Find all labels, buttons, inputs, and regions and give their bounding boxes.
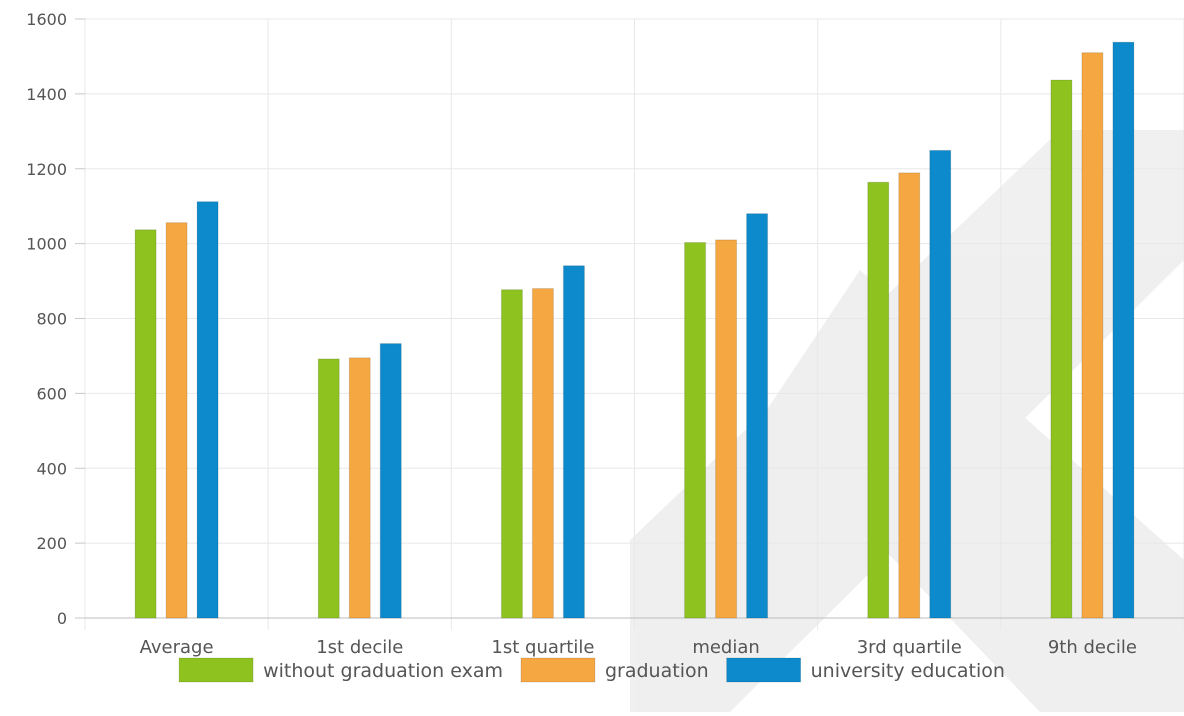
grid [84,18,1184,630]
y-tick-label: 1600 [26,10,67,29]
y-tick-label: 200 [36,534,67,553]
y-tick-label: 600 [36,384,67,403]
bar-3rd-quartile-1[interactable] [867,181,890,619]
bar-1st-quartile-2[interactable] [531,288,554,619]
bar-average-2[interactable] [165,222,188,619]
bar-9th-decile-2[interactable] [1081,52,1104,619]
bar-3rd-quartile-2[interactable] [898,172,921,619]
x-tick-label: 1st decile [316,637,403,658]
bar-1st-decile-3[interactable] [379,343,402,619]
legend-swatch [726,657,802,683]
bar-9th-decile-3[interactable] [1112,41,1135,619]
legend-label: university education [811,660,1005,682]
legend-item-3[interactable]: university education [726,657,1005,683]
y-tick-label: 1000 [26,235,67,254]
bar-1st-decile-2[interactable] [348,357,371,619]
x-tick-label: 9th decile [1048,637,1137,658]
legend-item-1[interactable]: without graduation exam [178,657,503,683]
y-tick-label: 400 [36,459,67,478]
bar-1st-quartile-3[interactable] [562,265,585,619]
bar-3rd-quartile-3[interactable] [929,149,952,619]
y-tick-label: 800 [36,310,67,329]
axes [75,18,1184,619]
x-tick-label: 3rd quartile [857,637,962,658]
labels: 0 200 400 600 800 1000 1200 1400 1600 Average 1st … [26,10,1137,658]
legend-swatch [520,657,596,683]
bar-1st-decile-1[interactable] [317,358,340,619]
bar-median-3[interactable] [746,213,769,619]
bar-median-1[interactable] [684,242,707,619]
x-tick-label: median [692,637,759,658]
y-tick-label: 1200 [26,160,67,179]
x-tick-label: 1st quartile [491,637,594,658]
x-tick-label: Average [140,637,214,658]
bar-average-3[interactable] [196,201,219,619]
y-tick-label: 1400 [26,85,67,104]
y-tick-label: 0 [57,609,67,628]
bar-average-1[interactable] [134,229,157,619]
legend-swatch [178,657,254,683]
bar-9th-decile-1[interactable] [1050,79,1073,619]
bars [134,41,1135,619]
legend-label: without graduation exam [263,660,503,682]
bar-1st-quartile-1[interactable] [500,289,523,619]
legend-label: graduation [605,660,709,682]
legend: without graduation exam graduation univers… [178,657,1005,683]
bar-median-2[interactable] [715,239,738,619]
legend-item-2[interactable]: graduation [520,657,709,683]
